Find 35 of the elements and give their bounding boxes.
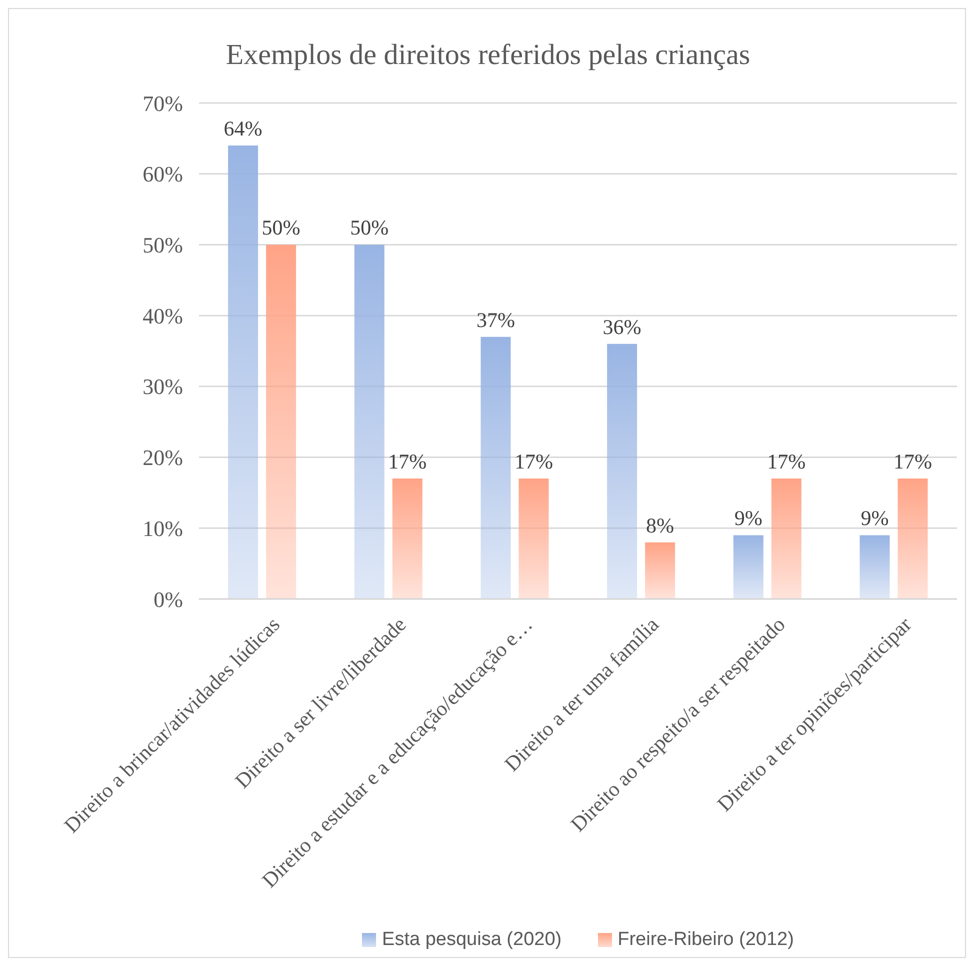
bar — [354, 244, 384, 599]
data-label: 17% — [893, 450, 932, 474]
data-label: 37% — [476, 308, 515, 332]
data-label: 8% — [646, 513, 674, 538]
data-label: 17% — [388, 450, 427, 474]
data-label: 17% — [514, 450, 553, 474]
bar — [266, 244, 296, 599]
data-label: 36% — [602, 314, 642, 339]
y-tick-label: 60% — [142, 162, 183, 187]
legend-label: Freire-Ribeiro (2012) — [618, 929, 794, 951]
bar — [898, 478, 928, 599]
data-label: 17% — [767, 450, 806, 474]
bar — [645, 542, 676, 599]
y-tick-label: 70% — [142, 90, 183, 116]
y-tick-label: 50% — [142, 232, 183, 258]
bar — [607, 344, 638, 599]
data-label: 50% — [350, 216, 389, 240]
data-label: 50% — [262, 216, 300, 240]
bar — [860, 535, 890, 599]
y-tick-label: 0% — [154, 586, 183, 612]
bar — [228, 146, 258, 599]
y-tick-label: 30% — [142, 374, 183, 400]
chart-title: Exemplos de direitos referidos pelas crianças — [224, 39, 752, 72]
bar — [480, 336, 511, 599]
data-label: 9% — [734, 506, 762, 530]
legend-label: Esta pesquisa (2020) — [382, 929, 562, 951]
y-tick-label: 40% — [142, 303, 183, 328]
bar — [771, 478, 802, 599]
y-tick-label: 10% — [142, 516, 183, 541]
bar — [392, 478, 422, 599]
bar — [733, 535, 764, 599]
data-label: 64% — [224, 116, 262, 141]
y-tick-label: 20% — [142, 445, 183, 470]
data-label: 9% — [860, 506, 889, 530]
bar — [518, 478, 549, 599]
